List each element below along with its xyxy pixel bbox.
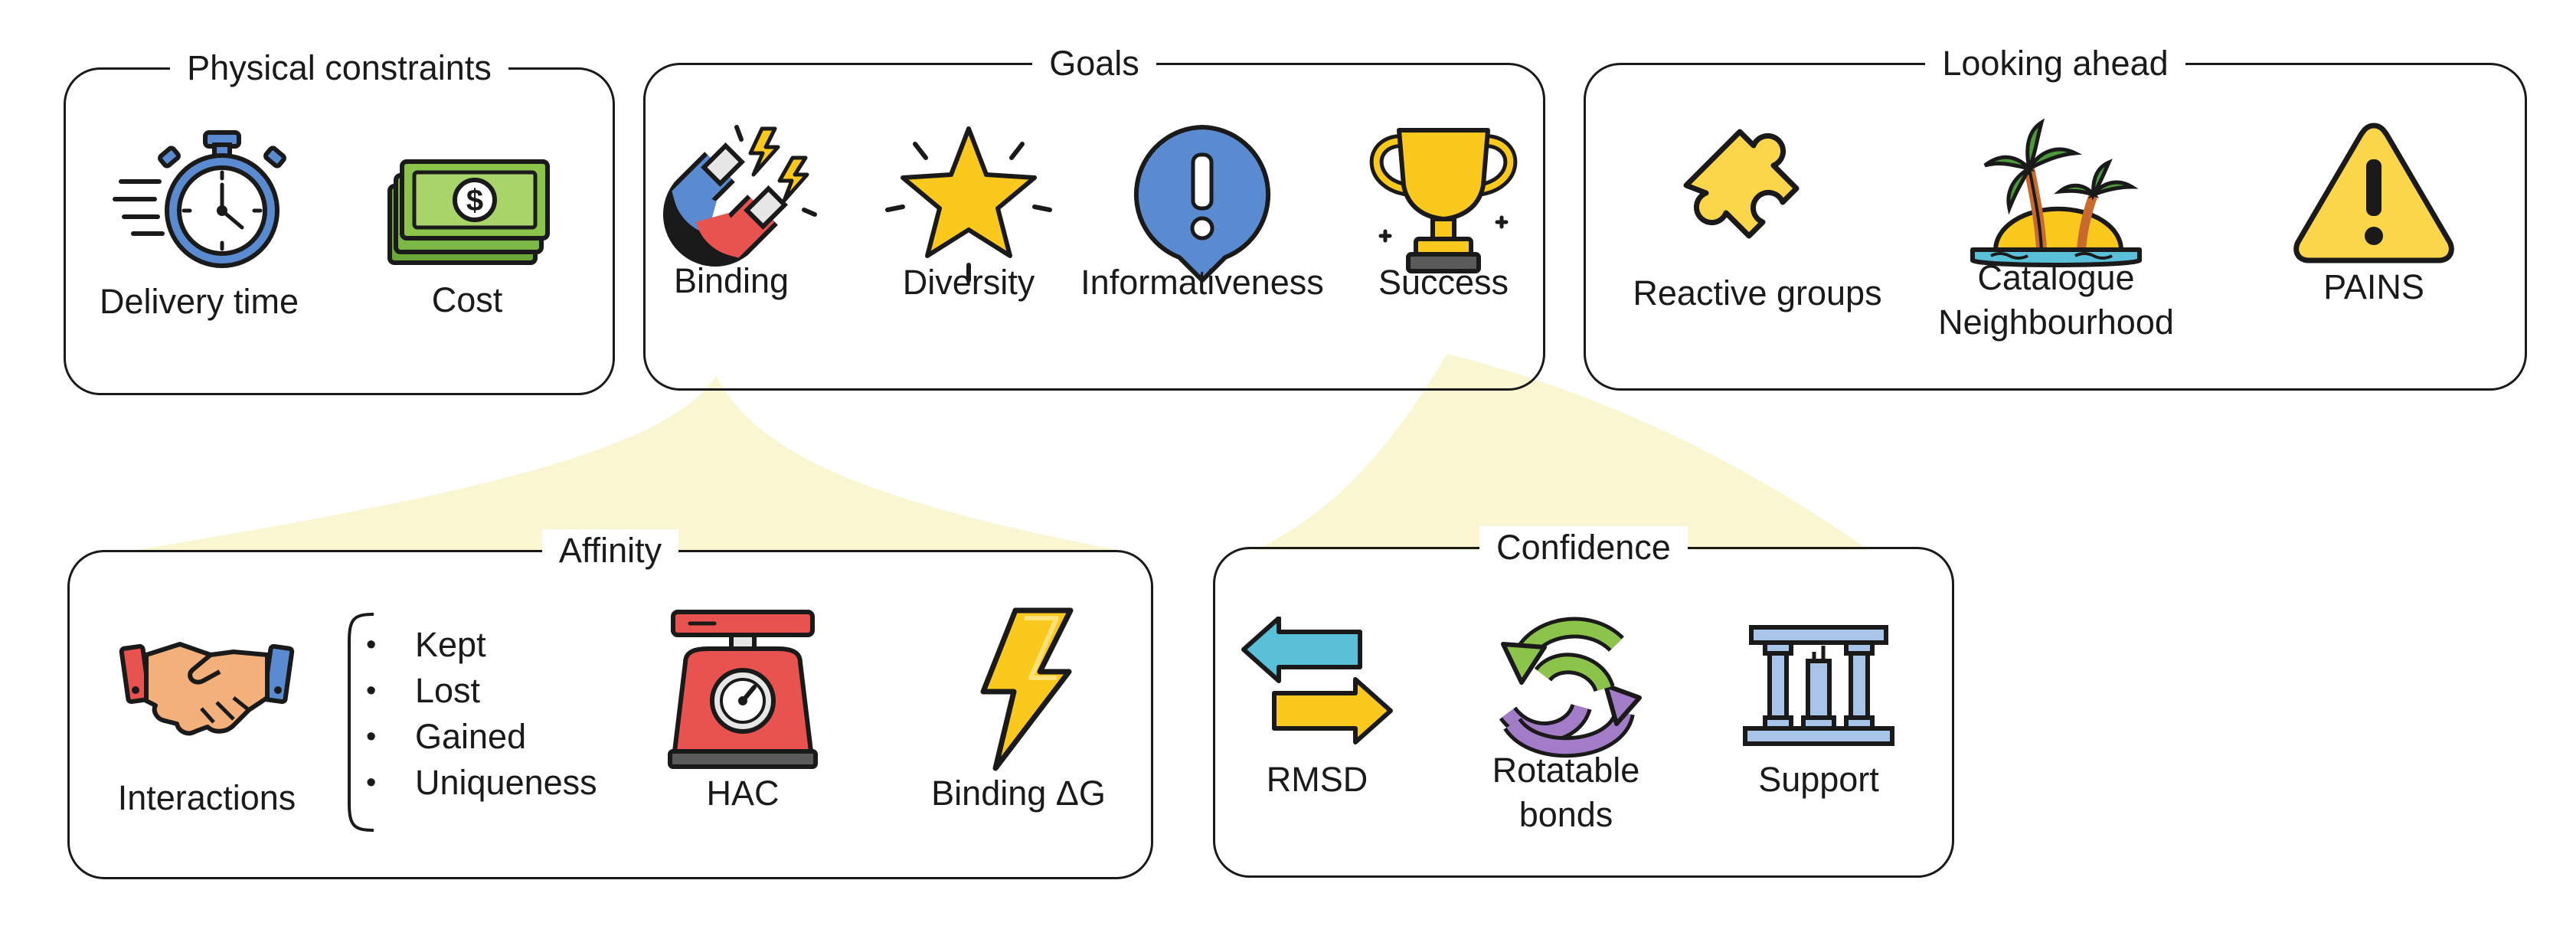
pains-label: PAINS	[2323, 267, 2424, 306]
handshake-icon	[119, 642, 295, 736]
banknotes-icon: $	[387, 159, 550, 265]
island-icon	[1970, 118, 2142, 267]
catalogue-label: Catalogue	[1977, 258, 2135, 297]
binding-label: Binding	[673, 261, 789, 300]
bullet-kept: Kept	[345, 622, 597, 668]
pains-item: PAINS	[2259, 115, 2489, 309]
rmsd-label: RMSD	[1266, 760, 1368, 799]
binding-item: Binding	[639, 113, 823, 303]
hac-item: HAC	[651, 601, 835, 816]
lightning-icon	[980, 607, 1074, 771]
reactive-groups-item: Reactive groups	[1616, 113, 1899, 316]
informativeness-item: Informativeness	[1076, 115, 1329, 305]
svg-text:$: $	[466, 184, 483, 218]
reactive-groups-label: Reactive groups	[1633, 273, 1882, 312]
magnet-icon	[663, 125, 817, 267]
binding-dg-item: Binding ΔG	[904, 601, 1133, 816]
success-item: Success	[1352, 115, 1535, 305]
star-icon	[885, 126, 1052, 283]
rotate-arrows-icon	[1499, 617, 1642, 758]
support-item: Support	[1727, 617, 1911, 802]
diversity-label: Diversity	[902, 263, 1035, 302]
informativeness-label: Informativeness	[1080, 263, 1324, 302]
interactions-label: Interactions	[117, 778, 296, 817]
binding-to-affinity-beam	[138, 375, 1118, 550]
binding-dg-label: Binding ΔG	[931, 774, 1106, 813]
delivery-time-label: Delivery time	[99, 282, 299, 321]
scale-icon	[668, 610, 818, 769]
arrows-swap-icon	[1241, 617, 1393, 744]
puzzle-piece-icon	[1683, 129, 1800, 239]
trophy-icon	[1369, 128, 1518, 273]
bonds-label: bonds	[1518, 795, 1613, 834]
cost-item: $ Cost	[364, 142, 570, 322]
bullet-uniqueness: Uniqueness	[345, 760, 597, 806]
success-label: Success	[1378, 263, 1509, 302]
success-to-confidence-beam	[1256, 354, 1868, 550]
warning-triangle-icon	[2293, 123, 2454, 263]
rotatable-label: Rotatable	[1492, 751, 1640, 790]
bullet-lost: Lost	[345, 668, 597, 714]
neighbourhood-label: Neighbourhood	[1938, 303, 2174, 342]
rmsd-item: RMSD	[1233, 617, 1401, 802]
delivery-time-item: Delivery time	[84, 126, 314, 324]
interactions-item: Interactions	[92, 624, 322, 820]
rotatable-bonds-item: Rotatable bonds	[1466, 609, 1666, 837]
interaction-bullet-list: Kept Lost Gained Uniqueness	[345, 622, 597, 806]
support-label: Support	[1758, 760, 1879, 799]
catalogue-neighbourhood-item: Catalogue Neighbourhood	[1918, 115, 2194, 345]
bullet-gained: Gained	[345, 714, 597, 760]
exclamation-bubble-icon	[1133, 125, 1271, 283]
hac-label: HAC	[706, 774, 780, 813]
cost-label: Cost	[431, 280, 503, 319]
pillars-icon	[1743, 625, 1894, 746]
diversity-item: Diversity	[877, 115, 1061, 305]
stopwatch-icon	[113, 130, 286, 268]
